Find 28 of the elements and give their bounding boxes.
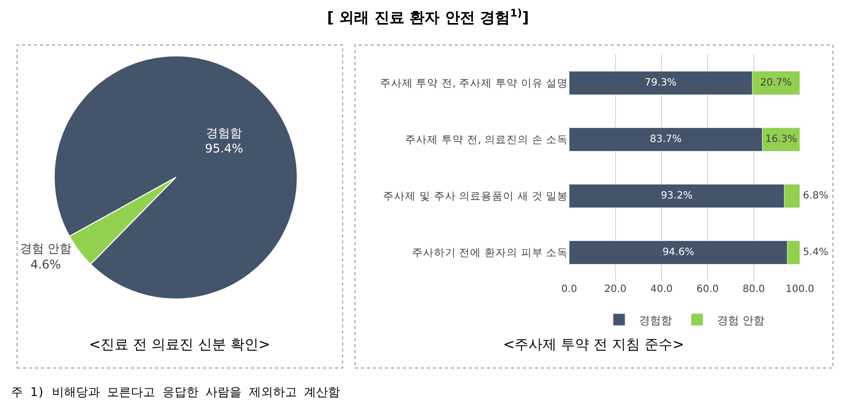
data-label: 83.7% bbox=[650, 134, 682, 145]
data-label: 6.8% bbox=[802, 190, 828, 202]
legend-label: 경험 안함 bbox=[717, 314, 765, 327]
slice-label: 경험 안함 bbox=[20, 242, 72, 256]
data-label: 16.3% bbox=[765, 134, 798, 145]
data-label: 94.6% bbox=[662, 247, 694, 258]
data-label: 5.4% bbox=[802, 247, 828, 258]
y-tick-label: 주사제 및 주사 의료용품이 새 것 밀봉 bbox=[383, 190, 568, 203]
data-label: 93.2% bbox=[660, 190, 693, 202]
x-tick-label: 60.0 bbox=[696, 284, 719, 295]
x-tick-label: 40.0 bbox=[650, 284, 673, 295]
x-tick-label: 100.0 bbox=[786, 284, 814, 295]
data-label: 4.6% bbox=[30, 257, 61, 272]
x-tick-label: 0.0 bbox=[561, 284, 578, 295]
x-tick-label: 20.0 bbox=[604, 284, 626, 295]
y-tick-label: 주사제 투약 전, 주사제 투약 이유 설명 bbox=[380, 78, 568, 90]
legend-label: 경험함 bbox=[639, 314, 672, 327]
text: 주 1) 비해당과 모른다고 응답한 사람을 제외하고 계산함 bbox=[11, 385, 340, 399]
data-label: 79.3% bbox=[644, 77, 677, 88]
x-tick-label: 80.0 bbox=[742, 284, 765, 295]
y-tick-label: 주사제 투약 전, 의료진의 손 소독 bbox=[405, 134, 568, 146]
data-label: 20.7% bbox=[760, 77, 792, 88]
y-tick-label: 주사하기 전에 환자의 피부 소독 bbox=[412, 247, 568, 260]
slice-label: 경험함 bbox=[206, 126, 242, 140]
text: <주사제 투약 전 지침 준수> bbox=[503, 337, 684, 353]
text: [ 외래 진료 환자 안전 경험$^{1)}$] bbox=[327, 7, 529, 27]
data-label: 95.4% bbox=[205, 141, 244, 156]
text: <진료 전 의료진 신분 확인> bbox=[89, 337, 270, 353]
